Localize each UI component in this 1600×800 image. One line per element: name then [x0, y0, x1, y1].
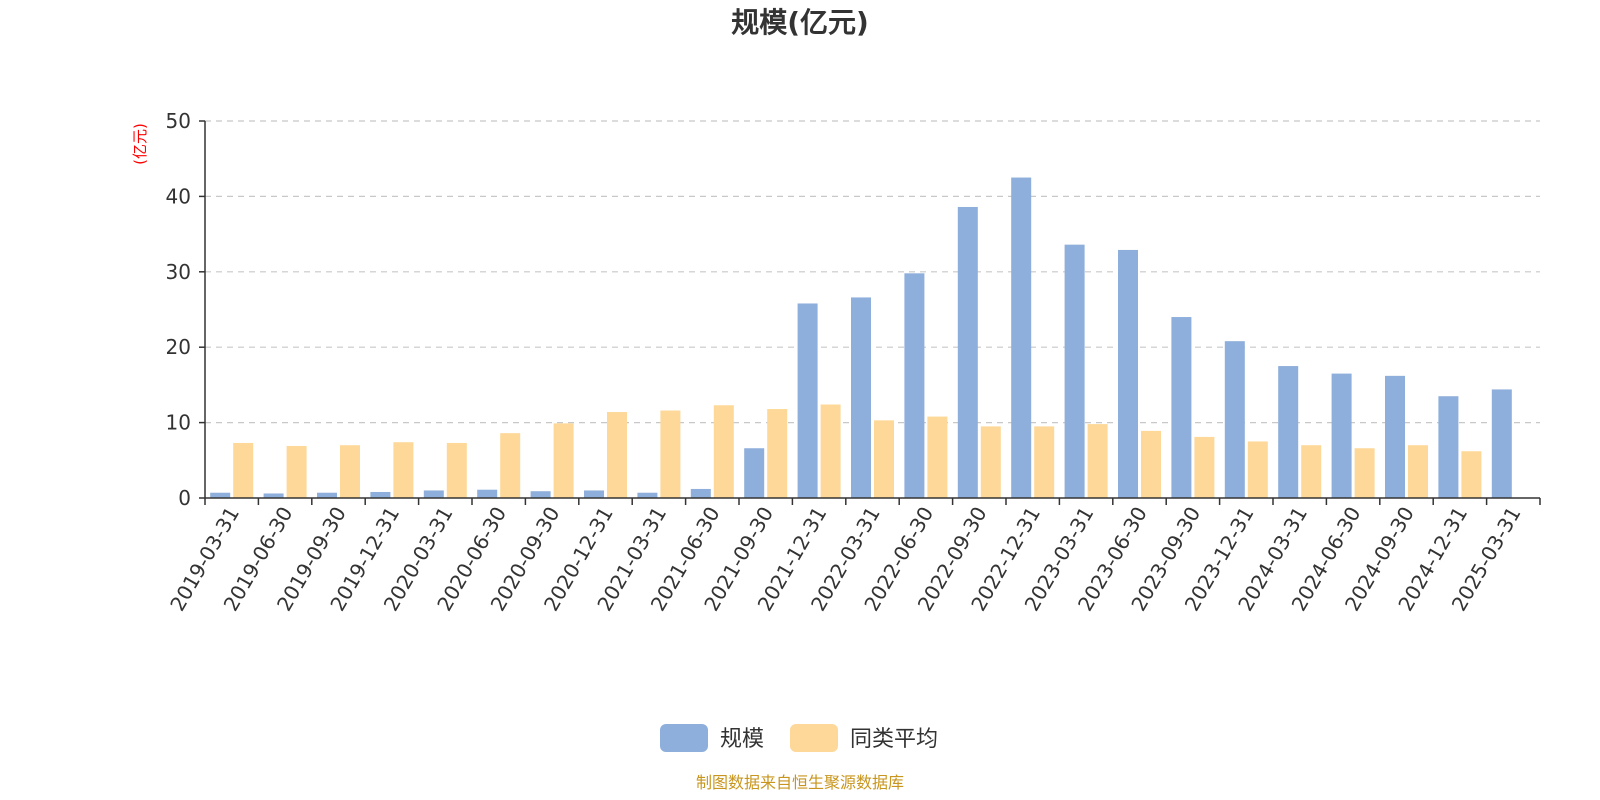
bar-peer-average	[1247, 441, 1268, 498]
bar-peer-average	[500, 433, 521, 498]
bar-scale	[904, 273, 925, 498]
bar-peer-average	[1087, 424, 1108, 498]
chart-title: 规模(亿元)	[731, 6, 869, 39]
bar-scale	[530, 491, 551, 498]
bar-peer-average	[874, 420, 894, 498]
y-tick-label: 0	[178, 486, 191, 510]
y-tick-label: 20	[166, 335, 191, 359]
bar-peer-average	[1461, 451, 1482, 498]
source-note: 制图数据来自恒生聚源数据库	[696, 773, 904, 792]
legend-swatch	[790, 724, 838, 752]
bar-peer-average	[286, 445, 307, 498]
bar-scale	[1438, 396, 1459, 498]
bar-scale	[477, 489, 498, 498]
bar-scale	[263, 493, 284, 498]
legend-label: 规模	[720, 727, 764, 752]
bar-peer-average	[927, 416, 948, 498]
bar-peer-average	[713, 405, 734, 498]
y-tick-label: 10	[166, 411, 191, 435]
bar-peer-average	[1034, 426, 1055, 498]
bar-peer-average	[233, 442, 254, 498]
bars	[210, 177, 1512, 499]
y-axis-label: (亿元)	[131, 123, 149, 165]
bar-scale	[1011, 177, 1032, 499]
bar-peer-average	[446, 442, 467, 498]
bar-peer-average	[767, 409, 788, 498]
legend-label: 同类平均	[850, 727, 938, 752]
bar-peer-average	[980, 426, 1001, 498]
bar-scale	[1118, 249, 1138, 498]
bar-peer-average	[1354, 448, 1375, 498]
bar-scale	[1331, 373, 1352, 498]
bar-peer-average	[660, 410, 681, 498]
y-tick-label: 40	[166, 184, 191, 208]
axes	[204, 121, 1541, 505]
bar-scale	[423, 490, 444, 498]
bar-scale	[1278, 366, 1299, 498]
bar-peer-average	[820, 404, 841, 498]
bar-scale	[1064, 244, 1085, 498]
bar-scale	[744, 448, 765, 498]
bar-scale	[1491, 389, 1512, 498]
bar-peer-average	[393, 442, 414, 498]
bar-peer-average	[553, 423, 574, 498]
grid-lines	[199, 120, 1540, 499]
bar-scale	[637, 492, 658, 498]
y-tick-label: 50	[166, 109, 191, 133]
bar-scale	[690, 488, 711, 498]
bar-scale	[1224, 341, 1245, 498]
bar-scale	[210, 492, 231, 498]
x-tick-labels: 2019-03-312019-06-302019-09-302019-12-31…	[165, 503, 1526, 616]
bar-scale	[957, 206, 978, 498]
bar-scale	[317, 492, 337, 498]
bar-peer-average	[1301, 445, 1322, 498]
bar-scale	[851, 297, 871, 498]
bar-scale	[1171, 317, 1192, 498]
bar-peer-average	[1408, 445, 1428, 498]
bar-peer-average	[607, 412, 627, 498]
bar-peer-average	[1141, 430, 1161, 498]
y-tick-labels: 0 10 20 30 40 50	[166, 109, 191, 510]
bar-scale	[797, 303, 818, 498]
bar-scale	[584, 490, 604, 498]
bar-peer-average	[1194, 436, 1215, 498]
legend-swatch	[660, 724, 708, 752]
bar-peer-average	[340, 445, 360, 498]
legend: 规模 同类平均	[660, 724, 938, 752]
y-tick-label: 30	[166, 260, 191, 284]
bar-scale	[370, 491, 391, 498]
bar-scale	[1385, 375, 1405, 498]
